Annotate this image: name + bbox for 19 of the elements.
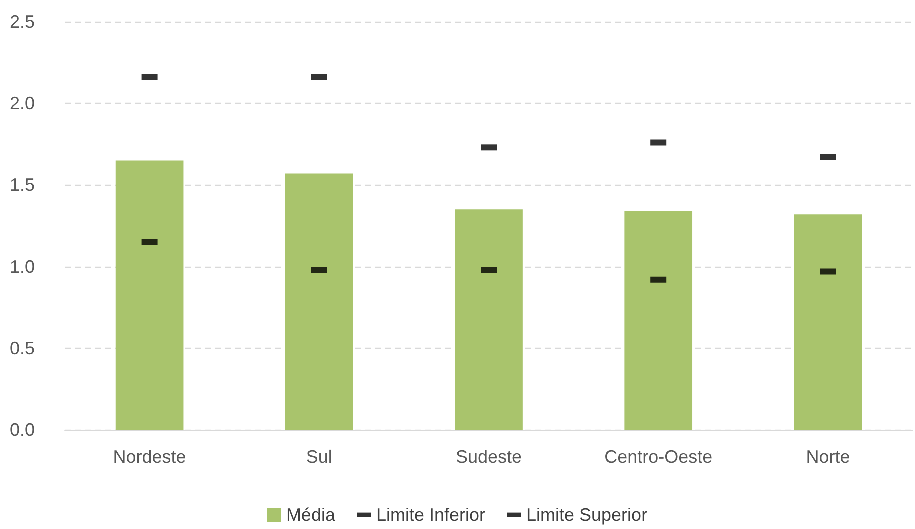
y-tick-label: 2.5 <box>10 12 35 32</box>
x-tick-label: Norte <box>806 447 850 467</box>
legend-label: Limite Superior <box>526 505 648 525</box>
x-tick-label: Sul <box>306 447 332 467</box>
x-tick-label: Centro-Oeste <box>604 447 713 467</box>
y-tick-label: 0.0 <box>10 420 35 440</box>
legend-label: Média <box>286 505 336 525</box>
bar <box>285 174 354 430</box>
bar <box>794 214 862 430</box>
y-tick-label: 0.5 <box>10 338 35 358</box>
bar <box>116 160 184 430</box>
y-tick-label: 2.0 <box>10 94 35 114</box>
y-tick-label: 1.5 <box>10 175 35 196</box>
x-tick-label: Nordeste <box>113 447 186 467</box>
x-tick-label: Sudeste <box>456 447 522 467</box>
legend-label: Limite Inferior <box>376 505 486 525</box>
bar <box>624 211 693 430</box>
bar <box>455 210 523 430</box>
y-tick-label: 1.0 <box>10 256 35 277</box>
